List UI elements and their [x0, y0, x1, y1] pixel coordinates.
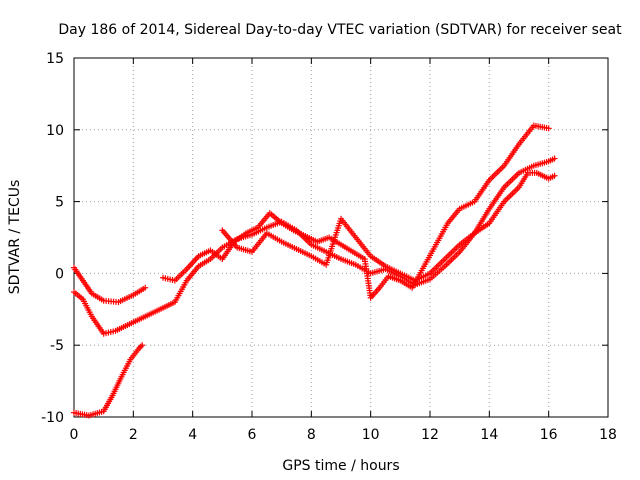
- x-tick-label: 0: [70, 427, 79, 443]
- x-tick-label: 18: [599, 427, 617, 443]
- data-point: [545, 125, 552, 132]
- plot-frame: [73, 57, 609, 418]
- data-point: [551, 172, 558, 179]
- data-point: [551, 155, 558, 162]
- axis-ticks: 0 2 4 6 8 10 12 14 16 18 -10 -5 0 5 10 15: [41, 51, 617, 443]
- x-tick-label: 8: [307, 427, 316, 443]
- data-points: [71, 122, 558, 419]
- y-tick-label: 0: [55, 266, 64, 282]
- x-tick-label: 12: [421, 427, 439, 443]
- y-tick-label: -5: [50, 338, 64, 354]
- y-axis-label: SDTVAR / TECUs: [7, 180, 23, 295]
- data-point-fill: [137, 343, 144, 350]
- y-tick-label: 5: [55, 195, 64, 211]
- data-point: [139, 342, 146, 349]
- x-axis-label: GPS time / hours: [282, 458, 399, 474]
- y-tick-label: -10: [41, 410, 64, 426]
- x-tick-label: 14: [480, 427, 498, 443]
- grid: [74, 58, 608, 417]
- x-tick-label: 6: [248, 427, 257, 443]
- y-tick-label: 10: [46, 123, 64, 139]
- x-tick-label: 4: [188, 427, 197, 443]
- x-tick-label: 10: [362, 427, 380, 443]
- x-tick-label: 2: [129, 427, 138, 443]
- data-point: [142, 284, 149, 291]
- x-tick-label: 16: [540, 427, 558, 443]
- chart-title: Day 186 of 2014, Sidereal Day-to-day VTE…: [58, 22, 622, 38]
- y-tick-label: 15: [46, 51, 64, 67]
